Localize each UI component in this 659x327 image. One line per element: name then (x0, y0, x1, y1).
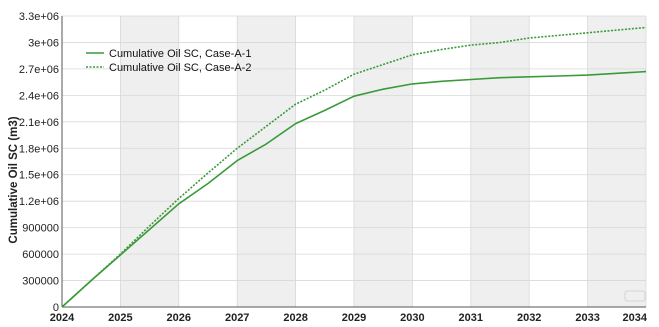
year-bands (120, 16, 646, 307)
series-line-1 (61, 70, 647, 308)
y-tick-label: 3e+06 (28, 37, 59, 49)
legend: Cumulative Oil SC, Case-A-1 Cumulative Oi… (86, 48, 251, 74)
year-band (470, 16, 530, 307)
year-band (237, 16, 296, 307)
legend-label-2: Cumulative Oil SC, Case-A-2 (109, 62, 251, 74)
watermark-icon (624, 290, 646, 302)
y-tick-label: 1.8e+06 (19, 143, 59, 155)
x-tick-label: 2029 (342, 312, 366, 324)
y-axis-label: Cumulative Oil SC (m3) (8, 116, 20, 243)
x-tick-label: 2031 (459, 312, 483, 324)
y-tick-label: 0 (53, 302, 59, 314)
year-band (120, 16, 179, 307)
series-lines (61, 26, 647, 308)
y-tick-label: 2.7e+06 (19, 64, 59, 76)
y-tick-label: 3.3e+06 (19, 11, 59, 23)
y-tick-label: 2.4e+06 (19, 90, 59, 102)
x-tick-label: 2026 (167, 312, 191, 324)
year-band (354, 16, 413, 307)
series-line-2 (61, 26, 647, 308)
x-tick-label: 2033 (575, 312, 599, 324)
y-tick-label: 600000 (22, 249, 59, 261)
y-tick-label: 900000 (22, 223, 59, 235)
x-tick-labels: 2024 2025 2026 2027 2028 2029 2030 2031 2032 2033… (50, 312, 648, 324)
axes (61, 16, 646, 308)
x-tick-label: 2030 (400, 312, 424, 324)
legend-label-1: Cumulative Oil SC, Case-A-1 (109, 48, 251, 60)
x-tick-label: 2024 (50, 312, 75, 324)
x-tick-label: 2028 (283, 312, 307, 324)
y-tick-label: 1.5e+06 (19, 170, 59, 182)
y-tick-label: 300000 (22, 276, 59, 288)
x-tick-label: 2032 (517, 312, 541, 324)
year-band (587, 16, 646, 307)
x-tick-label: 2034 (623, 312, 648, 324)
x-tick-label: 2027 (225, 312, 249, 324)
y-tick-labels: 0 300000 600000 900000 1.2e+06 1.5e+06 1.8e+06… (19, 11, 59, 314)
y-tick-label: 1.2e+06 (19, 196, 59, 208)
x-tick-label: 2025 (108, 312, 132, 324)
y-tick-label: 2.1e+06 (19, 117, 59, 129)
